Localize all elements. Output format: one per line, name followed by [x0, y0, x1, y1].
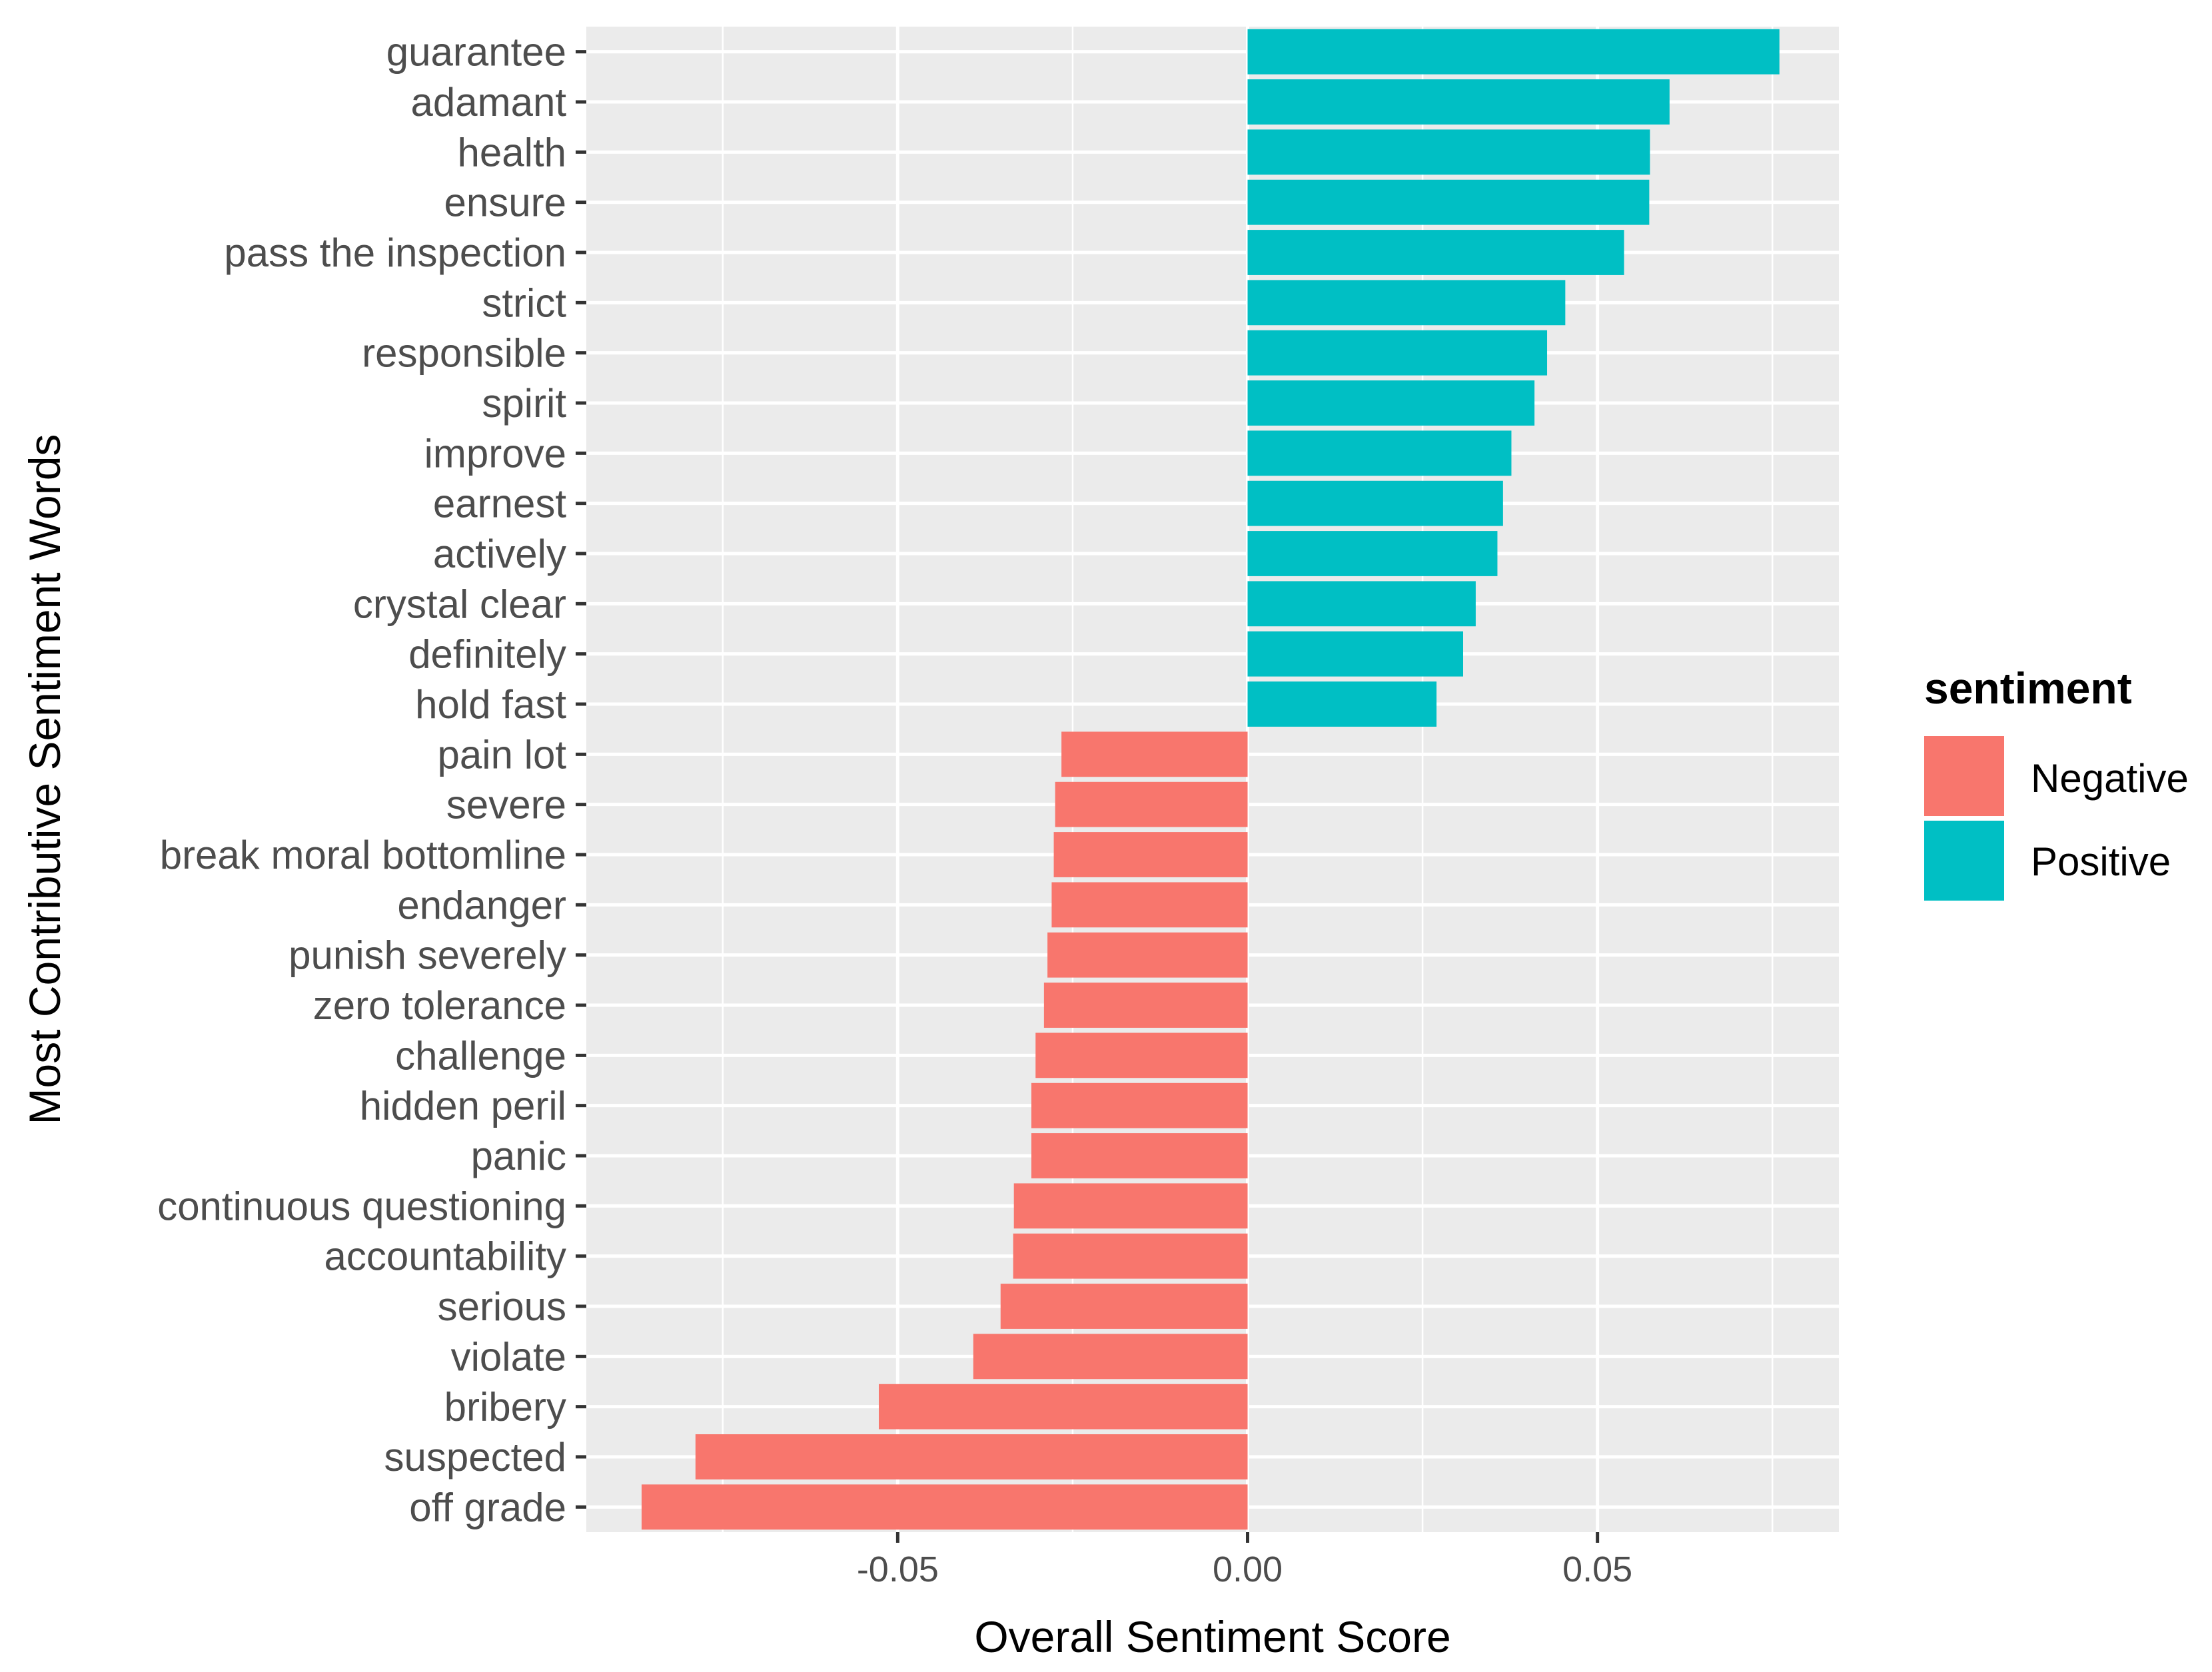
- legend: sentiment Negative Positive: [1924, 663, 2189, 901]
- bar-negative: [1013, 1183, 1248, 1229]
- bar-negative: [1043, 983, 1248, 1028]
- y-tick-label: violate: [451, 1334, 566, 1379]
- y-axis-title: Most Contributive Sentiment Words: [20, 434, 69, 1125]
- legend-label-positive: Positive: [2031, 839, 2171, 884]
- bar-positive: [1247, 581, 1476, 627]
- bar-positive: [1247, 631, 1463, 677]
- bar-negative: [973, 1334, 1248, 1380]
- bar-positive: [1247, 380, 1535, 426]
- bar-negative: [1053, 832, 1248, 877]
- y-tick-label: zero tolerance: [313, 983, 566, 1028]
- legend-title: sentiment: [1924, 663, 2132, 713]
- bar-negative: [1055, 781, 1248, 827]
- bar-negative: [1061, 731, 1248, 777]
- bar-positive: [1247, 129, 1650, 175]
- y-tick-label: hidden peril: [360, 1084, 566, 1128]
- x-axis-title: Overall Sentiment Score: [974, 1612, 1450, 1661]
- y-tick-label: ensure: [444, 181, 566, 225]
- y-tick-label: punish severely: [288, 933, 566, 978]
- y-tick-label: serious: [438, 1284, 566, 1329]
- y-tick-label: hold fast: [415, 682, 566, 727]
- bar-positive: [1247, 230, 1624, 275]
- y-tick-label: challenge: [395, 1033, 566, 1078]
- bar-negative: [1051, 882, 1248, 928]
- bar-positive: [1247, 79, 1670, 125]
- y-tick-label: adamant: [411, 80, 567, 125]
- y-tick-label: endanger: [397, 883, 566, 927]
- bar-negative: [1000, 1284, 1248, 1329]
- legend-key-negative: [1924, 736, 2004, 816]
- bars: [641, 29, 1780, 1530]
- y-tick-label: off grade: [409, 1485, 566, 1529]
- y-tick-label: accountability: [324, 1234, 566, 1279]
- bar-negative: [695, 1434, 1248, 1479]
- plot-panel: [586, 27, 1839, 1532]
- bar-negative: [1031, 1133, 1248, 1178]
- x-tick-label: 0.00: [1213, 1549, 1283, 1589]
- bar-negative: [1047, 932, 1248, 978]
- bar-negative: [1035, 1033, 1248, 1078]
- y-tick-label: guarantee: [386, 30, 566, 75]
- bar-negative: [879, 1384, 1248, 1430]
- y-tick-label: break moral bottomline: [160, 833, 566, 877]
- legend-label-negative: Negative: [2031, 756, 2189, 801]
- y-tick-label: suspected: [384, 1435, 566, 1479]
- y-tick-label: spirit: [482, 381, 566, 426]
- y-tick-label: definitely: [408, 632, 566, 677]
- bar-positive: [1247, 531, 1498, 576]
- bar-positive: [1247, 480, 1503, 526]
- y-tick-label: improve: [424, 431, 566, 476]
- bar-negative: [1013, 1233, 1248, 1279]
- x-tick-label: 0.05: [1562, 1549, 1632, 1589]
- bar-positive: [1247, 29, 1780, 75]
- y-tick-label: earnest: [433, 482, 566, 526]
- y-tick-label: actively: [433, 532, 566, 576]
- minor-gridlines: [722, 27, 1774, 1532]
- y-tick-label: responsible: [362, 331, 566, 376]
- bar-negative: [1031, 1082, 1248, 1128]
- y-axis-ticks: guarantee adamant health ensure pass the ins…: [157, 30, 586, 1529]
- bar-positive: [1247, 280, 1566, 326]
- x-axis-ticks: -0.05 0.00 0.05: [857, 1532, 1632, 1589]
- y-tick-label: health: [458, 130, 566, 175]
- bar-positive: [1247, 179, 1650, 225]
- bar-positive: [1247, 430, 1512, 476]
- y-tick-label: pass the inspection: [224, 230, 566, 275]
- y-tick-label: continuous questioning: [157, 1184, 566, 1228]
- legend-key-positive: [1924, 821, 2004, 901]
- y-tick-label: strict: [482, 280, 566, 325]
- bar-positive: [1247, 330, 1548, 376]
- bar-positive: [1247, 681, 1437, 727]
- bar-negative: [641, 1484, 1248, 1530]
- y-tick-label: severe: [446, 783, 566, 827]
- y-tick-label: panic: [471, 1134, 566, 1178]
- y-tick-label: pain lot: [438, 732, 567, 777]
- y-tick-label: bribery: [444, 1385, 566, 1430]
- x-tick-label: -0.05: [857, 1549, 939, 1589]
- y-tick-label: crystal clear: [353, 582, 566, 626]
